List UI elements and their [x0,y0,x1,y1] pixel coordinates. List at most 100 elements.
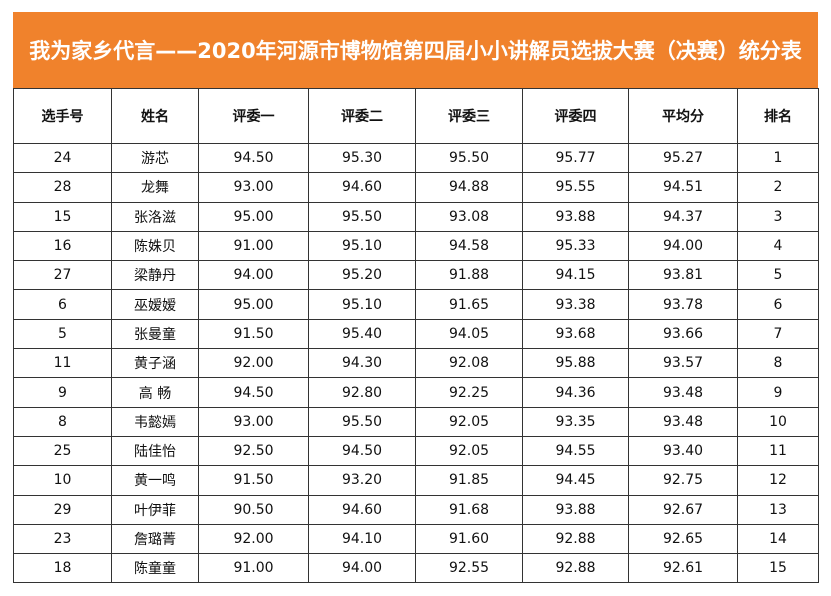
table-cell: 94.15 [522,260,629,291]
table-cell: 13 [737,494,819,525]
table-cell: 92.65 [628,523,738,555]
table-cell: 10 [13,465,112,496]
table-cell: 94.10 [308,523,416,555]
table-row: 24 游芯 94.50 95.30 95.50 95.77 95.27 1 [13,142,819,174]
table-cell: 95.88 [522,348,629,379]
table-cell: 95.20 [308,260,416,291]
table-cell: 93.78 [628,289,738,320]
table-row: 11 黄子涵 92.00 94.30 92.08 95.88 93.57 8 [13,348,819,379]
table-cell: 95.77 [522,142,629,174]
table-cell: 10 [737,406,819,437]
table-cell: 93.68 [522,318,629,350]
table-row: 5 张曼童 91.50 95.40 94.05 93.68 93.66 7 [13,318,819,350]
table-cell: 94.36 [522,377,629,408]
table-cell: 92.80 [308,377,416,408]
table-cell: 梁静丹 [111,260,199,291]
table-cell: 94.60 [308,494,416,525]
table-cell: 1 [737,142,819,174]
table-cell: 5 [13,318,112,350]
table-cell: 91.50 [198,318,309,350]
table-cell: 28 [13,172,112,203]
table-row: 8 韦懿嫣 93.00 95.50 92.05 93.35 93.48 10 [13,406,819,437]
table-cell: 94.00 [308,553,416,584]
table-cell: 94.50 [198,142,309,174]
table-cell: 94.30 [308,348,416,379]
table-cell: 韦懿嫣 [111,406,199,437]
table-cell: 12 [737,465,819,496]
table-cell: 93.88 [522,494,629,525]
table-cell: 93.40 [628,435,738,467]
table-cell: 叶伊菲 [111,494,199,525]
table-cell: 92.05 [415,435,523,467]
table-row: 16 陈姝贝 91.00 95.10 94.58 95.33 94.00 4 [13,230,819,262]
table-cell: 94.88 [415,172,523,203]
table-cell: 4 [737,230,819,262]
table-cell: 15 [13,201,112,232]
table-cell: 15 [737,553,819,584]
table-row: 6 巫嫒嫒 95.00 95.10 91.65 93.38 93.78 6 [13,289,819,320]
table-cell: 93.20 [308,465,416,496]
table-row: 29 叶伊菲 90.50 94.60 91.68 93.88 92.67 13 [13,494,819,525]
header-row: 选手号 姓名 评委一 评委二 评委三 评委四 平均分 排名 [13,88,819,144]
table-cell: 3 [737,201,819,232]
table-cell: 94.50 [198,377,309,408]
table-cell: 92.88 [522,523,629,555]
table-cell: 95.00 [198,289,309,320]
table-cell: 巫嫒嫒 [111,289,199,320]
table-cell: 91.00 [198,553,309,584]
column-header: 排名 [737,88,819,144]
table-cell: 93.88 [522,201,629,232]
table-cell: 92.50 [198,435,309,467]
table-cell: 95.50 [308,406,416,437]
table-cell: 25 [13,435,112,467]
table-cell: 5 [737,260,819,291]
table-cell: 90.50 [198,494,309,525]
table-cell: 游芯 [111,142,199,174]
column-header: 评委一 [198,88,309,144]
table-cell: 95.40 [308,318,416,350]
title: 我为家乡代言——2020年河源市博物馆第四届小小讲解员选拔大赛（决赛）统分表 [13,12,818,88]
table-body: 24 游芯 94.50 95.30 95.50 95.77 95.27 1 28 龙舞 93.00 9… [13,142,819,584]
table-cell: 95.33 [522,230,629,262]
table-cell: 93.00 [198,172,309,203]
table-cell: 9 [13,377,112,408]
table-cell: 93.08 [415,201,523,232]
table-cell: 95.30 [308,142,416,174]
table-cell: 24 [13,142,112,174]
table-cell: 9 [737,377,819,408]
table-cell: 8 [13,406,112,437]
table-cell: 张洛滋 [111,201,199,232]
table-row: 15 张洛滋 95.00 95.50 93.08 93.88 94.37 3 [13,201,819,232]
table-cell: 94.58 [415,230,523,262]
table-cell: 91.00 [198,230,309,262]
table-cell: 6 [737,289,819,320]
table-row: 18 陈童童 91.00 94.00 92.55 92.88 92.61 15 [13,553,819,584]
table-cell: 黄一鸣 [111,465,199,496]
column-header: 评委三 [415,88,523,144]
table-cell: 91.50 [198,465,309,496]
table-row: 27 梁静丹 94.00 95.20 91.88 94.15 93.81 5 [13,260,819,291]
table-cell: 95.10 [308,230,416,262]
table-cell: 91.88 [415,260,523,291]
table-cell: 91.68 [415,494,523,525]
table-cell: 27 [13,260,112,291]
table-cell: 92.08 [415,348,523,379]
table-cell: 95.50 [308,201,416,232]
table-cell: 94.50 [308,435,416,467]
sheet: 我为家乡代言——2020年河源市博物馆第四届小小讲解员选拔大赛（决赛）统分表 选… [13,12,819,584]
score-table: 选手号 姓名 评委一 评委二 评委三 评委四 平均分 排名 24 游芯 94.50 95.30 95.… [13,88,819,584]
table-cell: 94.00 [198,260,309,291]
column-header: 评委二 [308,88,416,144]
table-cell: 92.05 [415,406,523,437]
table-cell: 94.37 [628,201,738,232]
table-cell: 93.35 [522,406,629,437]
column-header: 评委四 [522,88,629,144]
table-row: 25 陆佳怡 92.50 94.50 92.05 94.55 93.40 11 [13,435,819,467]
table-row: 28 龙舞 93.00 94.60 94.88 95.55 94.51 2 [13,172,819,203]
table-cell: 91.65 [415,289,523,320]
column-header: 姓名 [111,88,199,144]
table-cell: 18 [13,553,112,584]
table-cell: 6 [13,289,112,320]
